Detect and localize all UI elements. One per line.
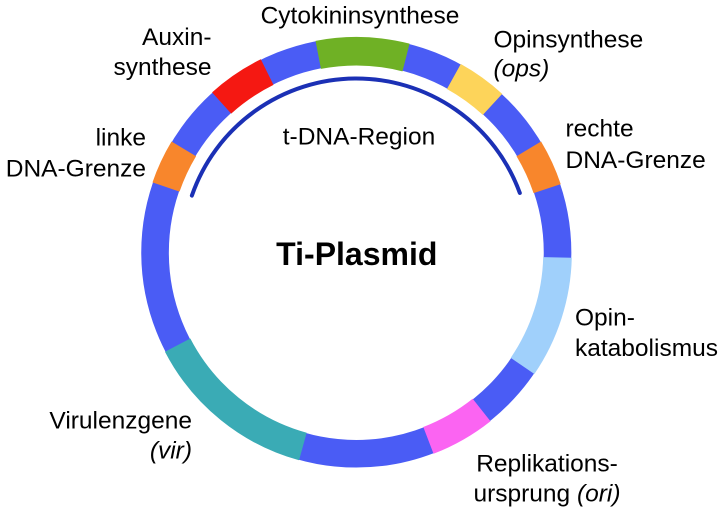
svg-text:Opinsynthese: Opinsynthese: [494, 26, 644, 53]
svg-text:(ops): (ops): [494, 55, 550, 82]
svg-text:t-DNA-Region: t-DNA-Region: [283, 124, 436, 151]
svg-text:DNA-Grenze: DNA-Grenze: [566, 147, 706, 174]
svg-text:Opin-: Opin-: [575, 305, 635, 332]
svg-text:Auxin-: Auxin-: [142, 24, 211, 51]
svg-text:katabolismus: katabolismus: [575, 335, 718, 362]
svg-text:Cytokininsynthese: Cytokininsynthese: [261, 3, 460, 30]
svg-text:rechte: rechte: [566, 115, 634, 142]
svg-text:Virulenzgene: Virulenzgene: [49, 408, 192, 435]
svg-text:synthese: synthese: [113, 54, 211, 81]
svg-text:DNA-Grenze: DNA-Grenze: [6, 155, 146, 182]
svg-text:(vir): (vir): [150, 437, 192, 464]
svg-text:Ti-Plasmid: Ti-Plasmid: [276, 236, 437, 272]
svg-text:ursprung (ori): ursprung (ori): [473, 481, 620, 508]
svg-text:Replikations-: Replikations-: [476, 450, 618, 477]
svg-text:linke: linke: [96, 124, 146, 151]
